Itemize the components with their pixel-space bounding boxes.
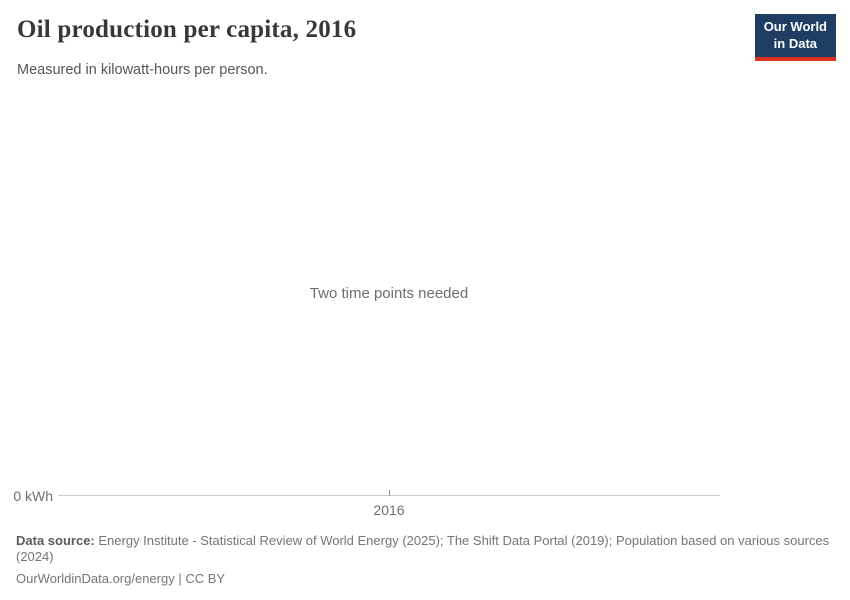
data-source-line: Data source: Energy Institute - Statisti…: [16, 533, 834, 565]
x-axis-tick: [389, 490, 390, 496]
empty-state-message: Two time points needed: [309, 285, 469, 302]
x-axis-line: [58, 490, 720, 496]
data-source-text: Energy Institute - Statistical Review of…: [16, 533, 830, 564]
data-source-label: Data source:: [16, 533, 95, 548]
owid-link[interactable]: OurWorldinData.org/energy | CC BY: [16, 571, 226, 586]
owid-logo[interactable]: Our World in Data: [754, 14, 836, 61]
x-axis-tick-label: 2016: [373, 502, 405, 518]
y-axis-zero-label: 0 kWh: [13, 488, 53, 504]
owid-logo-line1: Our World: [763, 19, 827, 34]
chart-title: Oil production per capita, 2016: [17, 16, 357, 43]
chart-plot-area: Two time points needed: [58, 80, 720, 490]
chart-subtitle: Measured in kilowatt-hours per person.: [17, 62, 268, 78]
chart-footer: Data source: Energy Institute - Statisti…: [16, 533, 834, 587]
owid-logo-line2: in Data: [773, 35, 818, 51]
